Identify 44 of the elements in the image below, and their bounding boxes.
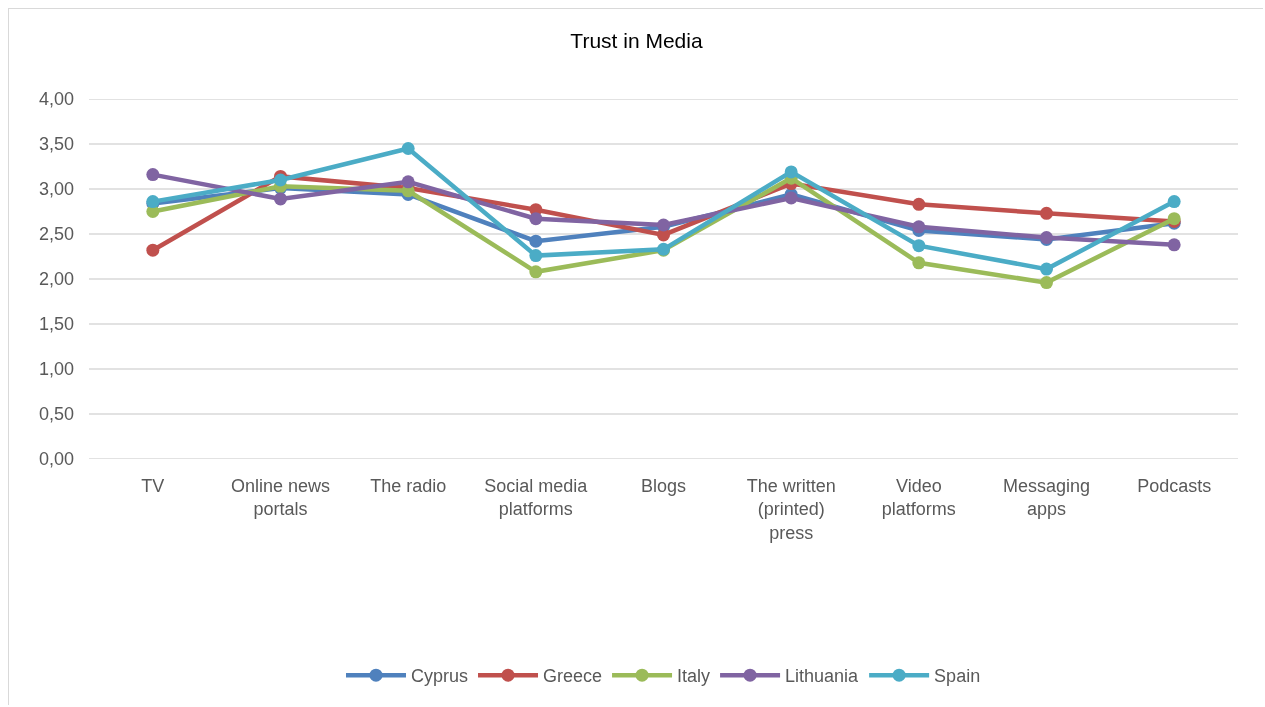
y-tick-label: 3,00 [38, 179, 74, 200]
y-tick-label: 3,50 [38, 134, 74, 155]
point [912, 239, 926, 253]
point [274, 173, 287, 187]
point [529, 249, 543, 263]
point [1040, 262, 1053, 276]
x-tick-label: Social media platforms [484, 476, 589, 520]
legend-label: Lithuania [785, 666, 860, 687]
legend-label: Italy [677, 666, 711, 687]
point [146, 168, 160, 182]
point [784, 191, 798, 205]
y-tick-label: 2,50 [38, 224, 74, 245]
x-tick-label: Podcasts [1137, 476, 1212, 496]
y-tick-label: 2,00 [38, 269, 74, 290]
legend-label: Greece [543, 666, 603, 687]
chart-title: Trust in Media [570, 28, 703, 52]
point [529, 234, 543, 248]
point [274, 192, 287, 206]
x-tick-label: Messaging apps [1002, 476, 1091, 520]
point [912, 197, 926, 211]
legend-label: Cyprus [411, 666, 469, 687]
x-tick-label: Blogs [640, 476, 687, 496]
point [146, 243, 160, 257]
x-tick-label: Video platforms [881, 476, 956, 520]
x-tick-label: TV [141, 476, 165, 496]
x-tick-label: The radio [370, 476, 447, 496]
point [1040, 276, 1053, 290]
point [529, 212, 543, 226]
point [1167, 195, 1181, 209]
point [529, 265, 543, 279]
point [784, 165, 798, 179]
y-tick-label: 1,00 [38, 359, 74, 380]
y-tick-label: 1,50 [38, 314, 74, 335]
point [401, 175, 415, 189]
x-tick-label: Online news portals [230, 476, 331, 520]
point [1040, 206, 1053, 220]
y-tick-label: 0,00 [38, 449, 74, 470]
point [912, 256, 926, 270]
point [1167, 238, 1181, 252]
y-tick-label: 4,00 [38, 89, 74, 110]
y-tick-label: 0,50 [38, 404, 74, 425]
point [401, 142, 415, 155]
legend-label: Spain [934, 666, 981, 687]
x-tick-label: The written (printed) press [746, 476, 836, 543]
